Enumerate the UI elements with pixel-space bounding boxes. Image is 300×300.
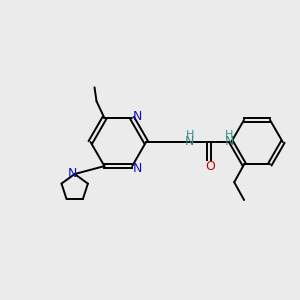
Text: N: N [225, 135, 234, 148]
Text: N: N [68, 167, 77, 179]
Text: N: N [132, 110, 142, 123]
Text: H: H [185, 130, 194, 140]
Text: H: H [225, 130, 233, 140]
Text: N: N [132, 162, 142, 175]
Text: O: O [206, 160, 215, 173]
Text: N: N [185, 135, 194, 148]
